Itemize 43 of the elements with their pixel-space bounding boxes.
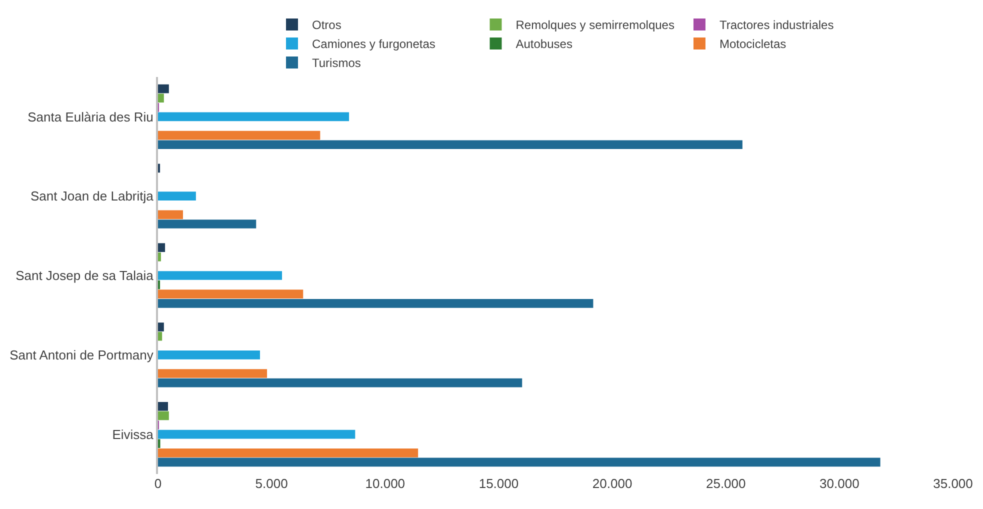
- bar: [158, 112, 350, 122]
- y-tick-label: Sant Antoni de Portmany: [10, 347, 154, 362]
- bar: [158, 192, 196, 201]
- bar: [158, 378, 522, 388]
- bar: [158, 402, 168, 411]
- legend-label: Camiones y furgonetas: [312, 37, 436, 52]
- legend-label: Tractores industriales: [719, 18, 834, 32]
- legend-label: Autobuses: [516, 37, 572, 52]
- x-tick-label: 10.000: [365, 476, 406, 491]
- bar: [158, 290, 304, 299]
- x-tick-label: 15.000: [478, 476, 519, 491]
- y-tick-label: Eivissa: [112, 426, 154, 442]
- bar: [158, 140, 742, 150]
- y-tick-label: Sant Josep de sa Talaia: [16, 268, 154, 284]
- bar: [158, 210, 183, 220]
- bar: [158, 252, 161, 262]
- bar: [158, 298, 594, 308]
- x-tick-label: 0: [154, 476, 162, 491]
- x-tick-label: 20.000: [592, 476, 632, 491]
- legend-label: Turismos: [312, 56, 361, 70]
- bar: [158, 458, 880, 467]
- legend-label: Remolques y semirremolques: [516, 18, 674, 32]
- bar: [158, 84, 169, 94]
- bar: [158, 411, 169, 420]
- bar: [158, 350, 260, 360]
- bar: [158, 220, 256, 228]
- bar: [158, 130, 320, 140]
- bar: [158, 243, 166, 252]
- bar: [158, 94, 164, 103]
- bar: [158, 322, 164, 332]
- bar: [158, 369, 268, 378]
- y-tick-label: Santa Eulària des Riu: [28, 109, 154, 124]
- bar: [158, 332, 162, 341]
- y-tick-label: Sant Joan de Labritja: [30, 188, 154, 204]
- bar: [158, 448, 418, 458]
- x-tick-label: 25.000: [706, 476, 746, 491]
- x-tick-label: 35.000: [933, 476, 973, 491]
- x-tick-label: 30.000: [820, 476, 860, 491]
- legend-label: Otros: [312, 18, 342, 32]
- x-tick-label: 5.000: [255, 476, 288, 491]
- legend-label: Motocicletas: [719, 37, 786, 52]
- bar: [158, 271, 282, 280]
- bar: [158, 430, 356, 439]
